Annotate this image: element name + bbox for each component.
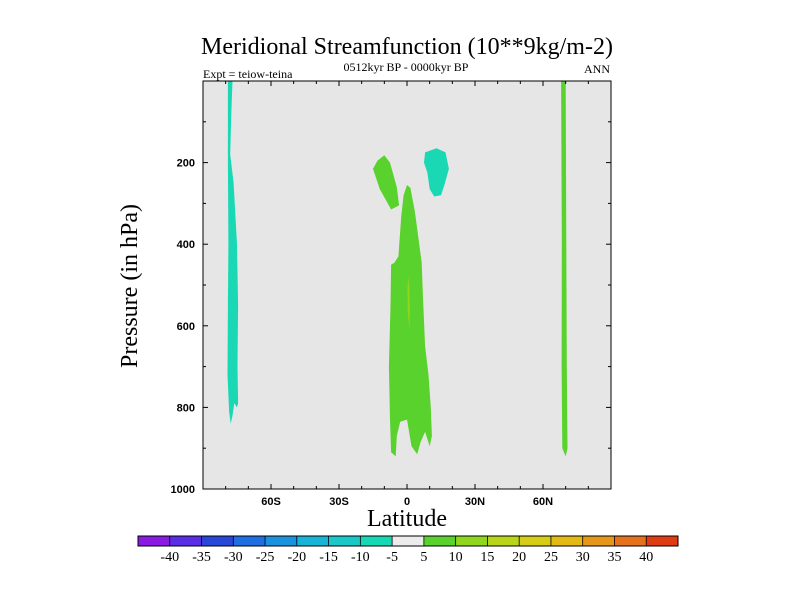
chart-title: Meridional Streamfunction (10**9kg/m-2) bbox=[201, 34, 613, 60]
colorbar-swatch bbox=[328, 536, 361, 546]
colorbar bbox=[137, 535, 679, 547]
colorbar-swatch bbox=[423, 536, 456, 546]
colorbar-swatch bbox=[360, 536, 393, 546]
y-tick-label: 800 bbox=[177, 402, 195, 414]
colorbar-label: -20 bbox=[287, 550, 306, 565]
time-range-label: 0512kyr BP - 0000kyr BP bbox=[344, 60, 469, 74]
contour-regions bbox=[227, 81, 568, 457]
colorbar-swatch bbox=[519, 536, 552, 546]
colorbar-label: 20 bbox=[512, 550, 526, 565]
colorbar-swatch bbox=[550, 536, 583, 546]
colorbar-label: -35 bbox=[192, 550, 211, 565]
contour-equatorial-positive bbox=[388, 185, 432, 457]
colorbar-label: 10 bbox=[449, 550, 463, 565]
colorbar-swatch bbox=[296, 536, 329, 546]
colorbar-swatch bbox=[455, 536, 488, 546]
x-axis: 60S 30S 0 30N 60N bbox=[202, 81, 612, 508]
y-tick-label: 1000 bbox=[171, 484, 195, 496]
colorbar-swatch bbox=[487, 536, 520, 546]
y-tick-label: 600 bbox=[177, 321, 195, 333]
x-tick-label: 30N bbox=[465, 496, 485, 508]
colorbar-label: -25 bbox=[256, 550, 275, 565]
colorbar-label: 35 bbox=[607, 550, 621, 565]
contour-nh-high-lat-positive bbox=[561, 81, 568, 457]
colorbar-label: 15 bbox=[480, 550, 494, 565]
colorbar-swatch bbox=[201, 536, 234, 546]
colorbar-label: 5 bbox=[420, 550, 427, 565]
x-tick-label: 0 bbox=[404, 496, 410, 508]
colorbar-swatch bbox=[646, 536, 679, 546]
contour-sh-subtropical-positive bbox=[373, 155, 400, 210]
colorbar-swatch bbox=[265, 536, 298, 546]
y-tick-label: 200 bbox=[177, 158, 195, 170]
y-axis: 200 400 600 800 1000 bbox=[171, 80, 611, 496]
colorbar-swatch bbox=[138, 536, 171, 546]
colorbar-label: -5 bbox=[386, 550, 398, 565]
colorbar-labels: -40 -35 -30 -25 -20 -15 -10 -5 5 10 15 20 25 30 35 40 bbox=[160, 550, 653, 565]
x-tick-label: 60S bbox=[261, 496, 281, 508]
x-axis-label: Latitude bbox=[367, 506, 447, 532]
colorbar-frame bbox=[137, 535, 679, 547]
colorbar-swatch bbox=[582, 536, 615, 546]
colorbar-label: 25 bbox=[544, 550, 558, 565]
experiment-label: Expt = teiow-teina bbox=[203, 67, 293, 81]
x-tick-label: 30S bbox=[329, 496, 349, 508]
colorbar-label: -40 bbox=[160, 550, 179, 565]
colorbar-label: 40 bbox=[639, 550, 653, 565]
y-axis-label: Pressure (in hPa) bbox=[117, 204, 143, 368]
colorbar-label: -15 bbox=[319, 550, 338, 565]
y-tick-label: 400 bbox=[177, 239, 195, 251]
colorbar-swatch bbox=[614, 536, 647, 546]
colorbar-swatch bbox=[169, 536, 202, 546]
colorbar-swatch bbox=[392, 536, 425, 546]
contour-sh-high-lat-negative bbox=[227, 81, 239, 424]
colorbar-label: -30 bbox=[224, 550, 243, 565]
colorbar-swatch bbox=[233, 536, 266, 546]
contour-equatorial-core bbox=[407, 276, 410, 330]
colorbar-label: -10 bbox=[351, 550, 370, 565]
contour-nh-subtropical-negative bbox=[424, 148, 449, 197]
x-tick-label: 60N bbox=[533, 496, 553, 508]
colorbar-label: 30 bbox=[576, 550, 590, 565]
season-label: ANN bbox=[584, 62, 610, 76]
